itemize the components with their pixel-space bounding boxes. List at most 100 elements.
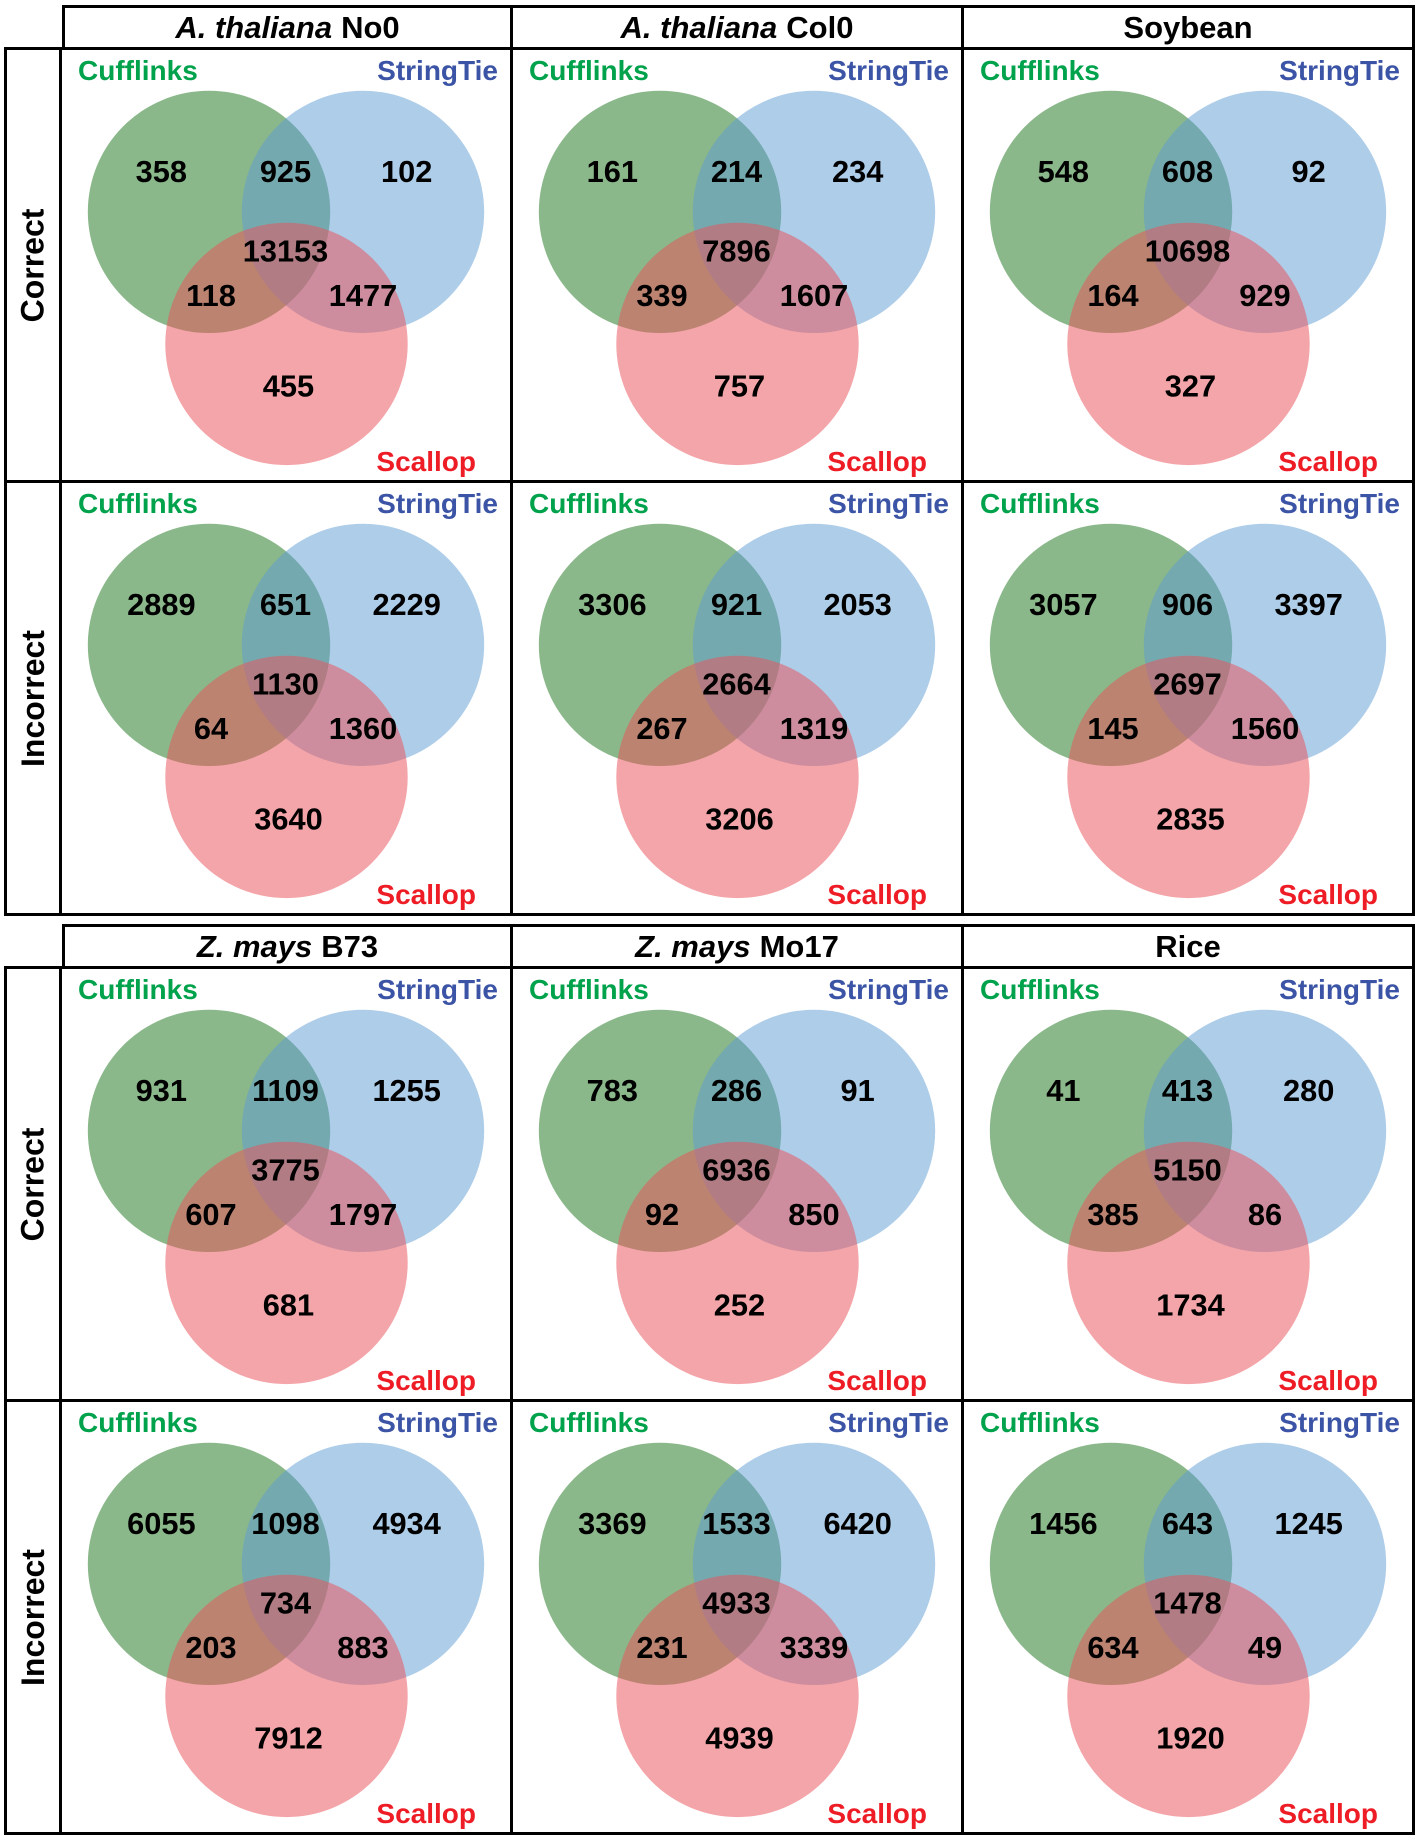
block-top: A. thaliana No0 A. thaliana Col0 Soybean… <box>4 5 1415 916</box>
count-cufflinks-only: 3306 <box>578 587 646 622</box>
scallop-set-label: Scallop <box>827 1365 927 1396</box>
count-cufflinks-only: 548 <box>1038 154 1089 189</box>
count-cufflinks-only: 6055 <box>127 1506 195 1541</box>
count-stringtie-only: 6420 <box>823 1506 891 1541</box>
venn-cell-rice-correct: Cufflinks StringTie Scallop 41 413 280 5… <box>964 969 1415 1402</box>
stringtie-set-label: StringTie <box>828 974 949 1005</box>
column-header-species: Z. mays <box>635 928 751 964</box>
column-header-rice: Rice <box>964 924 1415 969</box>
column-header-athaliana-col0: A. thaliana Col0 <box>513 5 964 50</box>
count-stringtie-scallop: 1607 <box>780 278 848 313</box>
cufflinks-set-label: Cufflinks <box>980 55 1100 86</box>
count-stringtie-only: 234 <box>832 154 883 189</box>
stringtie-set-label: StringTie <box>1279 55 1400 86</box>
stringtie-set-label: StringTie <box>377 55 498 86</box>
count-cufflinks-scallop: 92 <box>645 1197 679 1232</box>
venn-cell-col0-incorrect: Cufflinks StringTie Scallop 3306 921 205… <box>513 483 964 916</box>
corner-spacer <box>4 924 62 969</box>
count-stringtie-scallop: 86 <box>1248 1197 1282 1232</box>
count-cufflinks-only: 931 <box>136 1073 187 1108</box>
venn-canvas: 2889 651 2229 1130 64 1360 3640 <box>87 523 485 899</box>
venn-cell-soybean-correct: Cufflinks StringTie Scallop 548 608 92 1… <box>964 50 1415 483</box>
scallop-set-label: Scallop <box>827 1798 927 1829</box>
row-label-correct: Correct <box>4 50 62 483</box>
count-all-three: 5150 <box>1153 1153 1221 1188</box>
count-cufflinks-scallop: 164 <box>1087 278 1138 313</box>
count-cufflinks-stringtie: 651 <box>260 587 311 622</box>
venn-diagram: Cufflinks StringTie Scallop 6055 1098 49… <box>62 1402 510 1832</box>
venn-diagram: Cufflinks StringTie Scallop 548 608 92 1… <box>964 50 1412 480</box>
scallop-circle <box>616 222 859 466</box>
count-cufflinks-only: 1456 <box>1029 1506 1097 1541</box>
venn-cell-no0-incorrect: Cufflinks StringTie Scallop 2889 651 222… <box>62 483 513 916</box>
scallop-set-label: Scallop <box>1278 1365 1378 1396</box>
venn-canvas: 41 413 280 5150 385 86 1734 <box>989 1009 1387 1385</box>
count-scallop-only: 1920 <box>1156 1721 1224 1756</box>
count-all-three: 7896 <box>702 234 770 269</box>
scallop-circle <box>165 1574 408 1818</box>
cufflinks-set-label: Cufflinks <box>529 55 649 86</box>
count-cufflinks-only: 3369 <box>578 1506 646 1541</box>
count-cufflinks-only: 783 <box>587 1073 638 1108</box>
scallop-circle <box>616 655 859 899</box>
cufflinks-set-label: Cufflinks <box>529 1407 649 1438</box>
count-stringtie-only: 3397 <box>1274 587 1342 622</box>
count-scallop-only: 455 <box>263 369 314 404</box>
count-scallop-only: 327 <box>1165 369 1216 404</box>
scallop-circle <box>1067 655 1310 899</box>
column-header-variant: B73 <box>321 928 379 964</box>
venn-diagram: Cufflinks StringTie Scallop 3369 1533 64… <box>513 1402 961 1832</box>
cufflinks-set-label: Cufflinks <box>529 488 649 519</box>
venn-canvas: 161 214 234 7896 339 1607 757 <box>538 90 936 466</box>
count-all-three: 1130 <box>252 667 319 702</box>
column-header-variant: No0 <box>341 9 400 45</box>
column-header-zmays-mo17: Z. mays Mo17 <box>513 924 964 969</box>
count-stringtie-scallop: 1319 <box>780 711 848 746</box>
count-cufflinks-scallop: 203 <box>185 1630 236 1665</box>
count-stringtie-only: 92 <box>1292 154 1326 189</box>
venn-canvas: 3057 906 3397 2697 145 1560 2835 <box>989 523 1387 899</box>
count-scallop-only: 2835 <box>1156 802 1224 837</box>
cufflinks-set-label: Cufflinks <box>78 974 198 1005</box>
column-header-species: A. thaliana <box>175 9 333 45</box>
cufflinks-set-label: Cufflinks <box>980 1407 1100 1438</box>
cufflinks-set-label: Cufflinks <box>78 1407 198 1438</box>
count-cufflinks-stringtie: 1533 <box>702 1506 770 1541</box>
scallop-set-label: Scallop <box>1278 879 1378 910</box>
venn-canvas: 3369 1533 6420 4933 231 3339 4939 <box>538 1442 936 1818</box>
scallop-circle <box>1067 222 1310 466</box>
scallop-circle <box>616 1574 859 1818</box>
count-cufflinks-scallop: 118 <box>186 278 236 313</box>
venn-diagram: Cufflinks StringTie Scallop 161 214 234 … <box>513 50 961 480</box>
count-cufflinks-stringtie: 286 <box>711 1073 762 1108</box>
row-label-incorrect: Incorrect <box>4 1402 62 1835</box>
venn-canvas: 6055 1098 4934 734 203 883 7912 <box>87 1442 485 1818</box>
count-scallop-only: 3640 <box>254 802 322 837</box>
venn-cell-rice-incorrect: Cufflinks StringTie Scallop 1456 643 124… <box>964 1402 1415 1835</box>
scallop-circle <box>1067 1574 1310 1818</box>
count-stringtie-scallop: 3339 <box>780 1630 848 1665</box>
count-all-three: 2697 <box>1153 667 1221 702</box>
count-cufflinks-only: 41 <box>1046 1073 1080 1108</box>
stringtie-set-label: StringTie <box>1279 488 1400 519</box>
scallop-set-label: Scallop <box>376 446 476 477</box>
scallop-circle <box>165 655 408 899</box>
count-stringtie-only: 1255 <box>372 1073 440 1108</box>
column-header-variant: Mo17 <box>759 928 839 964</box>
count-stringtie-scallop: 1477 <box>329 278 397 313</box>
count-cufflinks-scallop: 231 <box>636 1630 687 1665</box>
count-cufflinks-stringtie: 643 <box>1162 1506 1213 1541</box>
count-stringtie-only: 2053 <box>823 587 891 622</box>
stringtie-set-label: StringTie <box>377 1407 498 1438</box>
cufflinks-set-label: Cufflinks <box>980 488 1100 519</box>
count-all-three: 4933 <box>702 1586 770 1621</box>
venn-cell-soybean-incorrect: Cufflinks StringTie Scallop 3057 906 339… <box>964 483 1415 916</box>
scallop-set-label: Scallop <box>1278 1798 1378 1829</box>
count-all-three: 2664 <box>702 667 770 702</box>
column-header-variant: Soybean <box>1123 9 1253 45</box>
venn-diagram: Cufflinks StringTie Scallop 931 1109 125… <box>62 969 510 1399</box>
venn-cell-mo17-incorrect: Cufflinks StringTie Scallop 3369 1533 64… <box>513 1402 964 1835</box>
venn-cell-b73-correct: Cufflinks StringTie Scallop 931 1109 125… <box>62 969 513 1402</box>
count-cufflinks-scallop: 385 <box>1087 1197 1138 1232</box>
